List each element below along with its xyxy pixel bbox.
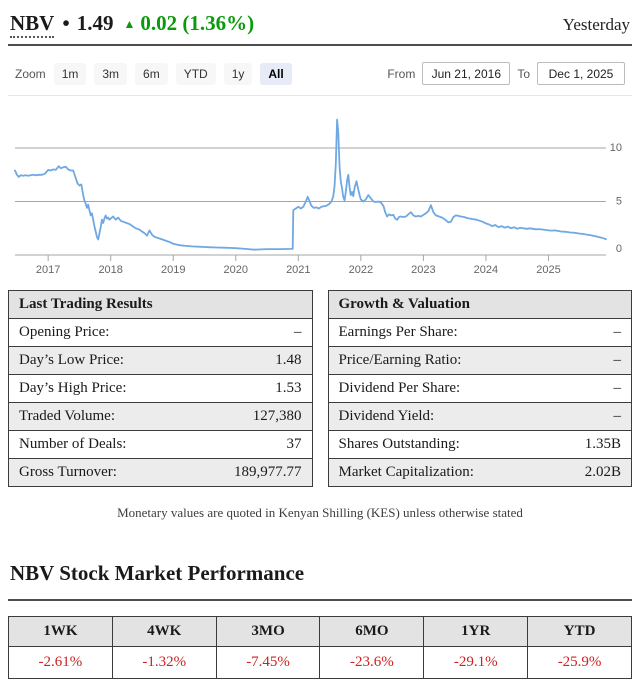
- zoom-button-1m[interactable]: 1m: [53, 62, 87, 85]
- ticker-symbol[interactable]: NBV: [10, 11, 55, 38]
- x-axis-label: 2024: [474, 264, 498, 276]
- stat-row: Market Capitalization: 2.02B: [328, 458, 632, 487]
- stat-label: Price/Earning Ratio:: [328, 346, 551, 375]
- stat-value: 37: [188, 430, 312, 459]
- stat-row: Number of Deals: 37: [8, 430, 312, 459]
- arrow-up-icon: ▲: [123, 17, 136, 31]
- zoom-button-6m[interactable]: 6m: [135, 62, 168, 85]
- perf-col-header: 1YR: [423, 616, 529, 647]
- growth-valuation-table: Growth & Valuation Earnings Per Share: – Pr…: [327, 290, 632, 487]
- perf-value: -29.1%: [423, 646, 529, 679]
- stat-value: –: [188, 318, 312, 347]
- stat-row: Dividend Per Share: –: [328, 374, 632, 403]
- stat-row: Shares Outstanding: 1.35B: [328, 430, 632, 459]
- x-axis-label: 2019: [161, 264, 185, 276]
- stat-label: Traded Volume:: [8, 402, 189, 431]
- table-title: Last Trading Results: [8, 290, 312, 319]
- perf-value: -1.32%: [111, 646, 217, 679]
- stat-label: Dividend Per Share:: [328, 374, 551, 403]
- x-axis-label: 2017: [36, 264, 60, 276]
- zoom-buttons: 1m 3m 6m YTD 1y All: [46, 62, 292, 85]
- zoom-button-ytd[interactable]: YTD: [175, 62, 216, 85]
- from-label: From: [387, 66, 416, 81]
- x-axis-label: 2023: [411, 264, 435, 276]
- y-axis-label: 5: [616, 196, 622, 208]
- perf-value: -2.61%: [8, 646, 113, 679]
- zoom-button-1y[interactable]: 1y: [223, 62, 253, 85]
- x-axis-label: 2022: [349, 264, 373, 276]
- perf-col-header: 3MO: [215, 616, 321, 647]
- current-price: 1.49: [76, 11, 114, 35]
- perf-value: -7.45%: [215, 646, 321, 679]
- perf-value: -23.6%: [319, 646, 425, 679]
- stat-value: 1.35B: [550, 430, 632, 459]
- performance-heading: NBV Stock Market Performance: [10, 561, 305, 585]
- stat-row: Gross Turnover: 189,977.77: [8, 458, 312, 487]
- stat-label: Number of Deals:: [8, 430, 189, 459]
- stat-value: 189,977.77: [188, 458, 312, 487]
- stat-value: –: [550, 318, 632, 347]
- stat-row: Price/Earning Ratio: –: [328, 346, 632, 375]
- from-date-input[interactable]: [422, 62, 511, 85]
- zoom-button-all[interactable]: All: [260, 62, 292, 85]
- quote-header: NBV • 1.49 ▲ 0.02 (1.36%) Yesterday: [8, 11, 632, 38]
- stat-label: Dividend Yield:: [328, 402, 551, 431]
- price-change-group: ▲ 0.02 (1.36%): [113, 11, 254, 35]
- currency-note: Monetary values are quoted in Kenyan Shi…: [117, 505, 523, 520]
- price-chart[interactable]: 0 5 10 2017 2018 2019 2020 2021 2022 2023 2024 2025: [8, 98, 632, 280]
- range-selector-toolbar: Zoom 1m 3m 6m YTD 1y All From To: [8, 62, 632, 96]
- x-axis-label: 2021: [286, 264, 310, 276]
- quote-period-label: Yesterday: [562, 15, 630, 34]
- stat-row: Opening Price: –: [8, 318, 312, 347]
- chart-section: 0 5 10 2017 2018 2019 2020 2021 2022 2023 2024 2025: [8, 98, 632, 280]
- stat-label: Shares Outstanding:: [328, 430, 551, 459]
- x-axis-label: 2020: [224, 264, 248, 276]
- stat-label: Gross Turnover:: [8, 458, 189, 487]
- x-axis-label: 2025: [536, 264, 560, 276]
- to-date-input[interactable]: [537, 62, 625, 85]
- to-label: To: [517, 66, 530, 81]
- stat-value: –: [550, 346, 632, 375]
- stat-value: –: [550, 374, 632, 403]
- stat-row: Day’s Low Price: 1.48: [8, 346, 312, 375]
- last-trading-results-table: Last Trading Results Opening Price: – Day’s…: [8, 290, 313, 487]
- perf-col-header: 1WK: [8, 616, 113, 647]
- bullet-separator: •: [62, 11, 70, 35]
- stat-value: 127,380: [188, 402, 312, 431]
- zoom-label: Zoom: [15, 66, 46, 81]
- stat-row: Dividend Yield: –: [328, 402, 632, 431]
- perf-col-header: 4WK: [111, 616, 217, 647]
- header-divider: [8, 44, 632, 46]
- stat-row: Earnings Per Share: –: [328, 318, 632, 347]
- stat-label: Market Capitalization:: [328, 458, 551, 487]
- stat-value: –: [550, 402, 632, 431]
- stat-label: Day’s Low Price:: [8, 346, 189, 375]
- table-title: Growth & Valuation: [328, 290, 632, 319]
- stat-value: 1.48: [188, 346, 312, 375]
- stat-row: Day’s High Price: 1.53: [8, 374, 312, 403]
- perf-col-header: YTD: [527, 616, 632, 647]
- perf-col-header: 6MO: [319, 616, 425, 647]
- stats-tables: Last Trading Results Opening Price: – Day’s…: [8, 290, 632, 487]
- zoom-button-3m[interactable]: 3m: [94, 62, 128, 85]
- price-change: 0.02: [140, 11, 178, 35]
- performance-divider: [8, 599, 632, 601]
- y-axis-label: 10: [610, 142, 622, 154]
- stat-label: Opening Price:: [8, 318, 189, 347]
- stat-row: Traded Volume: 127,380: [8, 402, 312, 431]
- price-change-percent: (1.36%): [182, 11, 255, 35]
- stat-label: Day’s High Price:: [8, 374, 189, 403]
- price-line: [14, 118, 607, 251]
- stat-label: Earnings Per Share:: [328, 318, 551, 347]
- perf-value: -25.9%: [527, 646, 632, 679]
- x-axis-label: 2018: [98, 264, 122, 276]
- stat-value: 2.02B: [550, 458, 632, 487]
- quote-summary: NBV • 1.49 ▲ 0.02 (1.36%): [10, 11, 254, 38]
- performance-table: 1WK 4WK 3MO 6MO 1YR YTD -2.61% -1.32% -7.45% -23.…: [8, 616, 632, 679]
- stat-value: 1.53: [188, 374, 312, 403]
- y-axis-label: 0: [616, 243, 622, 255]
